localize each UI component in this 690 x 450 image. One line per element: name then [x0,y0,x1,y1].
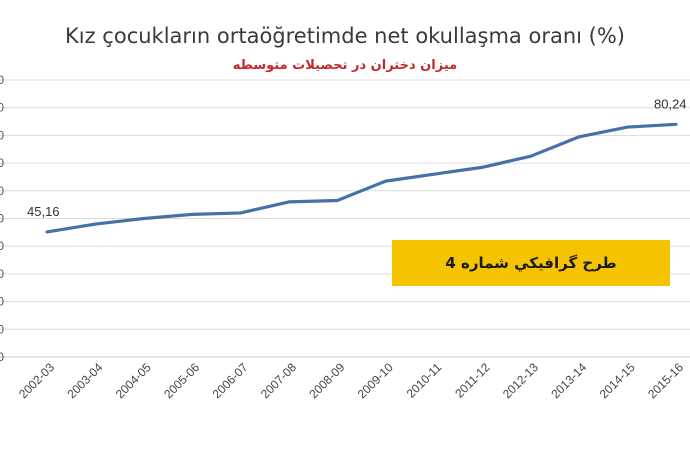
y-tick-label: 0 [0,350,4,364]
x-tick-label: 2014-15 [597,360,638,401]
y-tick-label: 20 [0,295,4,309]
x-tick-label: 2005-06 [161,360,202,401]
x-tick-label: 2007-08 [258,360,299,401]
y-tick-label: 10 [0,322,4,336]
y-tick-label: 30 [0,267,4,281]
y-tick-label: 80 [0,128,4,142]
x-tick-label: 2012-13 [500,360,541,401]
y-tick-label: 100 [0,73,4,87]
graphic-number-badge: طرح گرافيكي شماره 4 [392,240,670,286]
x-tick-label: 2003-04 [64,360,105,401]
x-tick-label: 2011-12 [452,360,493,401]
y-tick-label: 70 [0,156,4,170]
y-tick-label: 60 [0,184,4,198]
data-label-first: 45,16 [27,204,60,219]
x-tick-label: 2010-11 [404,360,445,401]
x-tick-label: 2015-16 [645,360,686,401]
x-tick-label: 2008-09 [306,360,347,401]
x-tick-label: 2013-14 [548,360,589,401]
x-tick-label: 2002-03 [16,360,57,401]
data-label-last: 80,24 [654,96,687,111]
series-line [45,122,678,234]
x-tick-label: 2006-07 [210,360,251,401]
x-tick-label: 2004-05 [113,360,154,401]
x-tick-label: 2009-10 [355,360,396,401]
y-tick-label: 40 [0,239,4,253]
chart-subtitle: ميزان دختران در تحصيلات متوسطه [232,58,458,73]
y-tick-label: 90 [0,101,4,115]
y-tick-label: 50 [0,212,4,226]
chart-title: Kız çocukların ortaöğretimde net okullaş… [65,24,625,48]
